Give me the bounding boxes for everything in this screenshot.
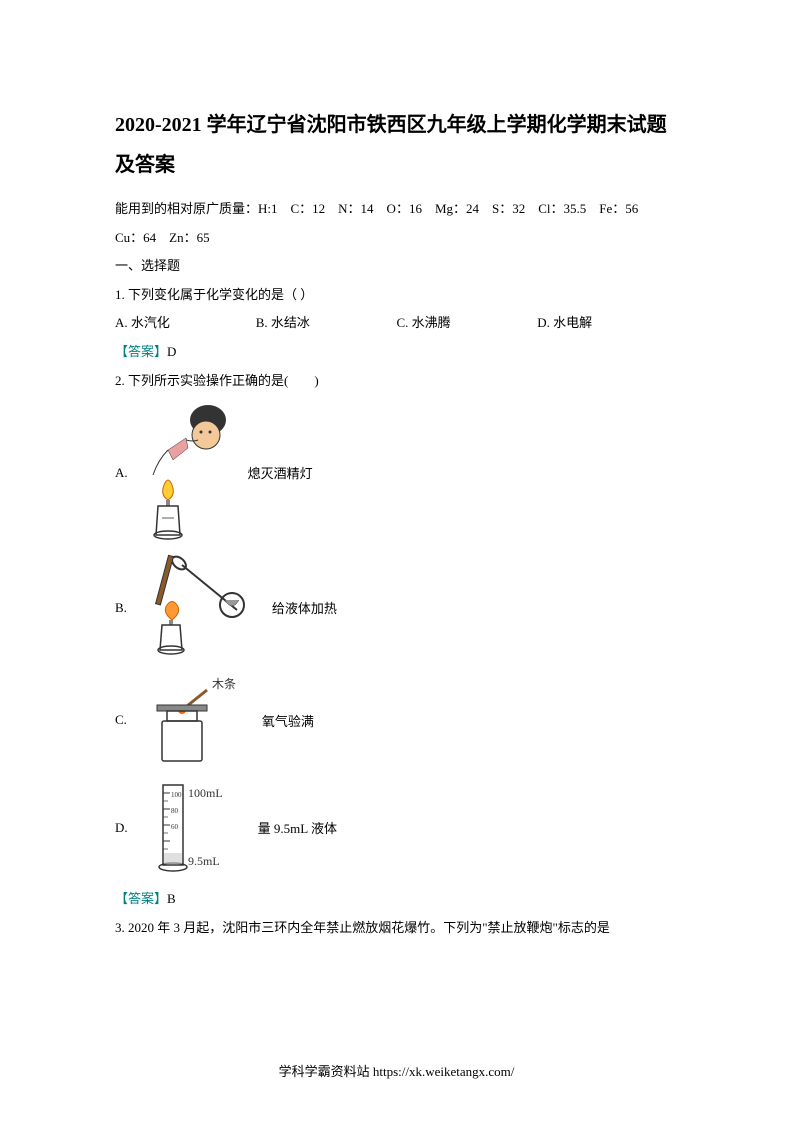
q1-answer: 【答案】D	[115, 338, 678, 367]
answer-value: D	[167, 344, 176, 359]
wood-stick-label: 木条	[212, 677, 236, 691]
cylinder-top-label: 100mL	[188, 786, 223, 800]
svg-text:80: 80	[171, 807, 179, 815]
q1-option-a: A. 水汽化	[115, 309, 256, 338]
q2-answer: 【答案】B	[115, 885, 678, 914]
page-footer: 学科学霸资料站 https://xk.weiketangx.com/	[0, 1061, 793, 1080]
experiment-image-c: 木条	[137, 670, 247, 770]
svg-text:100: 100	[171, 791, 182, 799]
cylinder-bottom-label: 9.5mL	[188, 854, 220, 868]
q2-option-a: A. 熄灭酒精灯	[115, 400, 678, 545]
answer-value: B	[167, 891, 176, 906]
option-letter: C.	[115, 712, 127, 728]
answer-label: 【答案】	[115, 344, 167, 359]
option-letter: B.	[115, 600, 127, 616]
option-label: 量 9.5mL 液体	[258, 818, 337, 837]
option-label: 给液体加热	[272, 598, 337, 617]
document-title: 2020-2021 学年辽宁省沈阳市铁西区九年级上学期化学期末试题及答案	[115, 105, 678, 185]
option-letter: D.	[115, 820, 128, 836]
q2-option-b: B. 给液体加热	[115, 550, 678, 665]
experiment-image-b	[137, 550, 257, 665]
question-1-text: 1. 下列变化属于化学变化的是（ ）	[115, 281, 678, 310]
q1-option-b: B. 水结冰	[256, 309, 397, 338]
q2-option-c: C. 木条 氧气验满	[115, 670, 678, 770]
svg-text:60: 60	[171, 823, 179, 831]
option-label: 熄灭酒精灯	[248, 463, 313, 482]
q1-option-c: C. 水沸腾	[397, 309, 538, 338]
option-letter: A.	[115, 465, 128, 481]
answer-label: 【答案】	[115, 891, 167, 906]
atomic-masses: 能用到的相对原广质量：H:1 C：12 N：14 O：16 Mg：24 S：32…	[115, 195, 678, 252]
q2-option-d: D. 100 80 60 100mL 9.5mL 量 9.5mL 液体	[115, 775, 678, 880]
question-1-options: A. 水汽化 B. 水结冰 C. 水沸腾 D. 水电解	[115, 309, 678, 338]
question-2-text: 2. 下列所示实验操作正确的是( )	[115, 367, 678, 396]
question-3-text: 3. 2020 年 3 月起，沈阳市三环内全年禁止燃放烟花爆竹。下列为"禁止放鞭…	[115, 914, 678, 943]
experiment-image-d: 100 80 60 100mL 9.5mL	[138, 775, 243, 880]
section-header: 一、选择题	[115, 252, 678, 281]
option-label: 氧气验满	[262, 711, 314, 730]
q1-option-d: D. 水电解	[537, 309, 678, 338]
experiment-image-a	[138, 400, 233, 545]
